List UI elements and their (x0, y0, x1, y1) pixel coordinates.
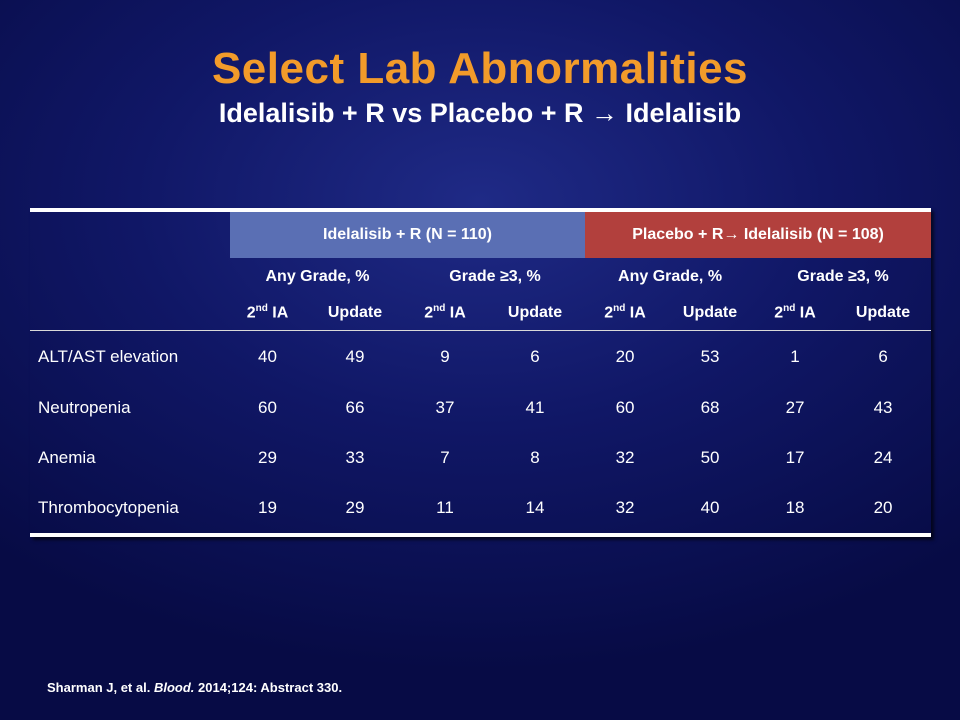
col-2nd-ia: 2nd IA (230, 296, 305, 331)
table-cell: 19 (258, 498, 277, 517)
table-cell: 66 (345, 398, 365, 417)
citation-authors: Sharman J, et al. (47, 680, 151, 695)
table-cell: 40 (258, 347, 277, 366)
table-row: Neutropenia 60 66 37 41 60 68 27 43 (30, 383, 931, 433)
table-cell: 29 (345, 498, 365, 517)
row-label: Neutropenia (38, 398, 131, 417)
table-cell: 24 (873, 448, 893, 467)
table-cell: 60 (258, 398, 277, 417)
group-header-placebo: Placebo + R→ Idelalisib (N = 108) (585, 212, 932, 258)
table-cell: 49 (345, 347, 365, 366)
subheader-any-grade-2: Any Grade, % (618, 268, 723, 285)
table-cell: 20 (615, 347, 635, 366)
table-cell: 29 (258, 448, 277, 467)
table-cell: 60 (615, 398, 635, 417)
slide-title: Select Lab Abnormalities (211, 44, 749, 93)
table-cell: 11 (436, 498, 454, 517)
table-cell: 50 (700, 448, 720, 467)
table-cell: 32 (615, 448, 635, 467)
col-update: Update (485, 296, 586, 331)
table-cell: 53 (700, 347, 720, 366)
grade-header-row: Any Grade, % Grade ≥3, % Any Grade, % Gr… (30, 258, 931, 296)
table-cell: 7 (440, 448, 450, 467)
col-2nd-ia: 2nd IA (405, 296, 485, 331)
group-header-row: Idelalisib + R (N = 110) Placebo + R→ Id… (30, 212, 932, 258)
citation: Sharman J, et al. Blood. 2014;124: Abstr… (47, 680, 342, 695)
row-label: Anemia (38, 448, 96, 467)
table-row: Anemia 29 33 7 8 32 50 17 24 (30, 433, 931, 483)
row-label: ALT/AST elevation (38, 347, 179, 366)
citation-journal: Blood. (153, 680, 195, 695)
table-cell: 1 (790, 347, 800, 366)
group-header-idelalisib: Idelalisib + R (N = 110) (230, 212, 586, 258)
table-cell: 8 (530, 448, 540, 467)
table-cell: 14 (525, 498, 545, 517)
table-cell: 68 (700, 398, 720, 417)
subheader-any-grade-1: Any Grade, % (265, 268, 370, 285)
table-cell: 43 (873, 398, 893, 417)
lab-abnormalities-table: Idelalisib + R (N = 110) Placebo + R→ Id… (30, 208, 932, 537)
table-cell: 41 (525, 398, 545, 417)
col-2nd-ia: 2nd IA (585, 296, 666, 331)
table-row: Thrombocytopenia 19 29 11 14 32 40 18 20 (30, 483, 931, 533)
table-cell: 37 (435, 398, 455, 417)
slide-subtitle: Idelalisib + R vs Placebo + R → Idelalis… (218, 98, 742, 128)
col-update: Update (835, 296, 932, 331)
empty-corner-cell (30, 212, 230, 258)
row-label: Thrombocytopenia (38, 498, 179, 517)
table-cell: 40 (700, 498, 720, 517)
table-cell: 27 (785, 398, 805, 417)
timepoint-header-row: 2nd IA Update 2nd IA Update 2nd IA Updat… (30, 296, 932, 331)
citation-details: 2014;124: Abstract 330. (198, 680, 343, 695)
col-update: Update (305, 296, 405, 331)
table-cell: 6 (878, 347, 888, 366)
subheader-grade3-1: Grade ≥3, % (449, 268, 541, 285)
table-cell: 9 (440, 347, 450, 366)
table-cell: 33 (345, 448, 365, 467)
col-update: Update (665, 296, 756, 331)
subheader-grade3-2: Grade ≥3, % (797, 268, 889, 285)
col-2nd-ia: 2nd IA (755, 296, 836, 331)
table-cell: 17 (785, 448, 805, 467)
table-row: ALT/AST elevation 40 49 9 6 20 53 1 6 (30, 331, 931, 384)
table-cell: 20 (873, 498, 893, 517)
table-cell: 18 (785, 498, 805, 517)
table-cell: 6 (530, 347, 540, 366)
table-cell: 32 (615, 498, 635, 517)
